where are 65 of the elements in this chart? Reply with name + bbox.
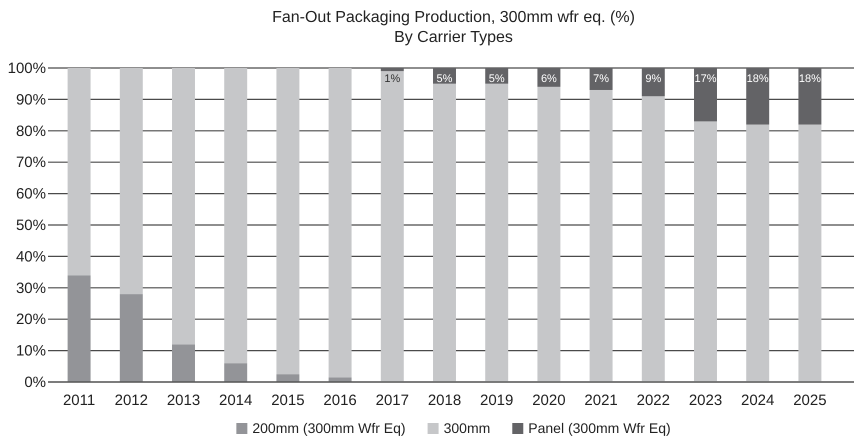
y-tick-label: 10% [16,342,46,360]
bar [380,68,404,72]
x-tick-label: 2022 [636,392,670,409]
bar [694,121,717,382]
bar [276,374,300,382]
data-label: 9% [645,73,662,85]
x-tick-label: 2025 [793,392,827,409]
y-tick-label: 70% [16,154,46,172]
bar [224,363,248,382]
y-tick-label: 0% [24,374,46,391]
bar [172,68,195,344]
bar [537,86,560,382]
x-tick-label: 2021 [584,392,618,409]
data-label: 18% [798,73,822,85]
x-tick-label: 2011 [62,392,96,409]
y-tick-label: 40% [16,248,46,266]
x-tick-label: 2015 [271,392,305,409]
data-label: 1% [384,73,400,85]
bar [798,68,822,125]
x-tick-label: 2024 [741,392,774,409]
bar [68,68,91,276]
bar [328,68,352,378]
y-tick-label: 50% [16,217,46,234]
data-label: 18% [746,73,769,85]
y-tick-label: 90% [16,91,46,108]
bar [746,68,770,125]
bar [224,68,248,364]
y-tick-label: 20% [16,311,46,328]
bar [120,294,143,382]
bar [120,68,143,294]
bar [485,84,508,382]
data-label: 17% [694,73,717,85]
legend-label: 200mm (300mm Wfr Eq) [252,420,406,436]
y-tick-label: 60% [16,186,46,203]
bar [172,344,195,382]
bar [694,68,717,122]
x-tick-label: 2017 [376,392,409,409]
legend-label: Panel (300mm Wfr Eq) [528,420,671,436]
bar [642,68,665,96]
chart-title: Fan-Out Packaging Production, 300mm wfr eq. (%) [272,9,635,26]
legend-label: 300mm [444,420,490,436]
x-tick-label: 2020 [532,392,566,409]
x-tick-label: 2023 [688,392,722,409]
data-label: 5% [488,73,505,85]
bar [642,96,665,382]
data-label: 6% [540,73,558,85]
chart-subtitle: By Carrier Types [394,29,513,46]
x-tick-label: 2014 [219,392,252,409]
x-tick-label: 2012 [114,392,148,409]
bar [590,90,613,382]
data-label: 5% [436,73,453,85]
bar [798,124,822,382]
x-tick-label: 2019 [480,392,514,409]
bar [746,124,770,382]
bar [276,68,300,374]
bar [433,84,456,382]
x-tick-label: 2016 [323,392,357,409]
y-tick-label: 100% [8,60,46,77]
x-tick-label: 2018 [428,392,462,409]
y-tick-label: 80% [16,122,46,140]
y-tick-label: 30% [16,280,46,297]
data-label: 7% [593,73,610,85]
bar [380,71,404,382]
x-tick-label: 2013 [166,392,200,409]
bar [68,275,91,382]
